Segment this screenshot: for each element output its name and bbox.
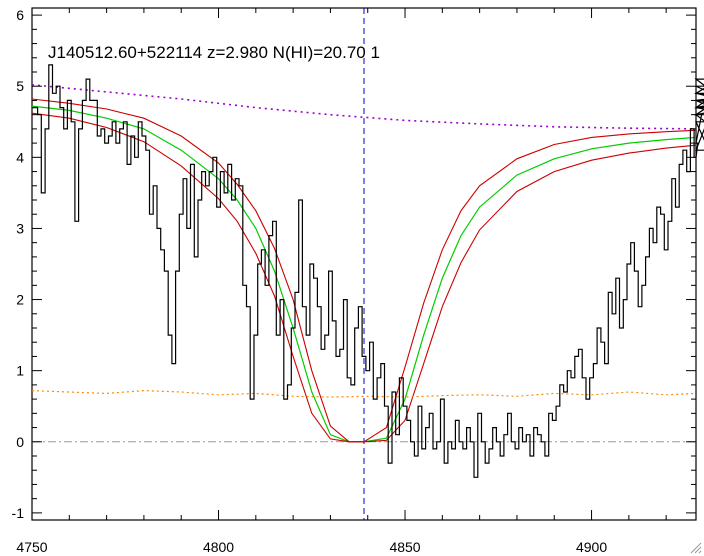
y-tick-label: 2 xyxy=(16,292,24,308)
y-tick-label: 4 xyxy=(16,149,24,165)
chart-title: J140512.60+522114 z=2.980 N(HI)=20.70 1 xyxy=(48,43,380,62)
series-spectrum xyxy=(32,64,704,478)
y-tick-label: 1 xyxy=(16,363,24,379)
resize-grip-icon[interactable] xyxy=(688,540,702,554)
y-tick-label: 0 xyxy=(16,434,24,450)
chart-axes: 4750 4800 4850 4900 -1 0 1 2 3 4 5 6 xyxy=(12,7,696,555)
y-tick-label: 3 xyxy=(16,220,24,236)
series-error xyxy=(31,389,697,398)
x-tick-label: 4750 xyxy=(16,539,47,555)
y-tick-label: 5 xyxy=(16,78,24,94)
y-tick-label: -1 xyxy=(12,505,25,521)
x-tick-label: 4850 xyxy=(389,539,420,555)
x-tick-label: 4800 xyxy=(203,539,234,555)
series-continuum xyxy=(31,84,697,130)
y-tick-label: 6 xyxy=(16,7,24,23)
x-tick-label: 4900 xyxy=(576,539,607,555)
series-fit-lower xyxy=(31,112,697,443)
chart-marks xyxy=(31,8,704,520)
